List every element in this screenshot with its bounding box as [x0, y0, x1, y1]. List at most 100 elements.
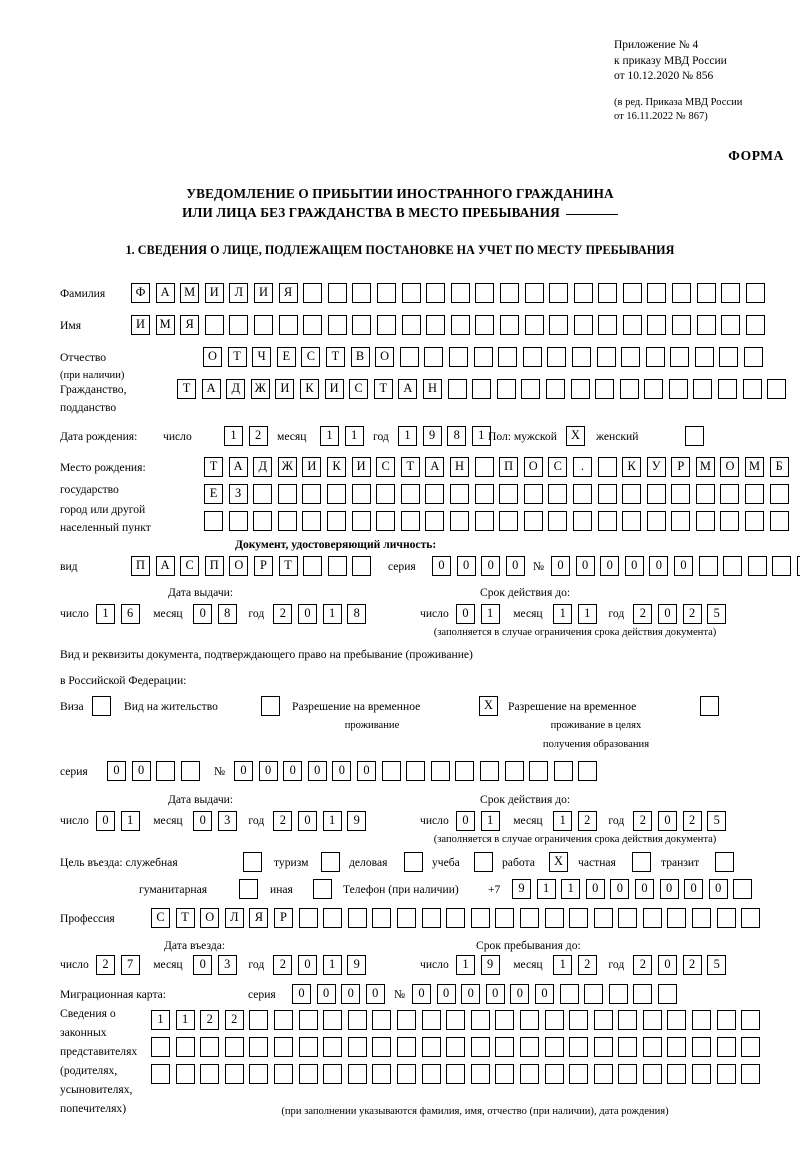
- char-cell[interactable]: С: [548, 457, 568, 477]
- char-cell[interactable]: Ф: [131, 283, 150, 303]
- char-cell[interactable]: [327, 315, 347, 335]
- char-cell[interactable]: 0: [234, 761, 253, 781]
- char-cell[interactable]: [657, 984, 677, 1004]
- char-cell[interactable]: 1: [224, 426, 243, 446]
- char-cell[interactable]: [571, 347, 591, 367]
- char-cell[interactable]: 0: [356, 761, 376, 781]
- char-cell[interactable]: [622, 315, 642, 335]
- char-cell[interactable]: [544, 1037, 564, 1057]
- char-cell[interactable]: К: [299, 379, 319, 399]
- char-cell[interactable]: [769, 511, 789, 531]
- char-cell[interactable]: [644, 379, 664, 399]
- char-cell[interactable]: З: [228, 484, 248, 504]
- char-cell[interactable]: [618, 908, 638, 928]
- char-cell[interactable]: 0: [657, 955, 677, 975]
- char-cell[interactable]: А: [398, 379, 418, 399]
- char-cell[interactable]: 8: [217, 604, 237, 624]
- char-cell[interactable]: Н: [422, 379, 442, 399]
- char-cell[interactable]: [249, 1064, 269, 1084]
- sex-male-checkbox[interactable]: X: [566, 426, 585, 446]
- char-cell[interactable]: 0: [292, 984, 311, 1004]
- char-cell[interactable]: [622, 283, 642, 303]
- char-cell[interactable]: [796, 556, 800, 576]
- char-cell[interactable]: М: [155, 315, 175, 335]
- legal-rep-row-3[interactable]: [151, 1064, 761, 1084]
- char-cell[interactable]: [667, 1037, 687, 1057]
- char-cell[interactable]: [479, 761, 499, 781]
- char-cell[interactable]: [573, 283, 593, 303]
- char-cell[interactable]: [204, 315, 224, 335]
- char-cell[interactable]: Н: [449, 457, 469, 477]
- char-cell[interactable]: 1: [553, 811, 573, 831]
- char-cell[interactable]: Л: [229, 283, 249, 303]
- char-cell[interactable]: 9: [480, 955, 500, 975]
- char-cell[interactable]: Р: [671, 457, 691, 477]
- char-cell[interactable]: О: [200, 908, 220, 928]
- char-cell[interactable]: [277, 511, 297, 531]
- char-cell[interactable]: 0: [673, 556, 693, 576]
- char-cell[interactable]: [446, 1064, 466, 1084]
- char-cell[interactable]: [597, 457, 617, 477]
- char-cell[interactable]: [529, 761, 549, 781]
- char-cell[interactable]: 2: [682, 604, 702, 624]
- char-cell[interactable]: [646, 484, 666, 504]
- char-cell[interactable]: [151, 1064, 170, 1084]
- char-cell[interactable]: [692, 908, 712, 928]
- char-cell[interactable]: [302, 511, 322, 531]
- char-cell[interactable]: Ч: [252, 347, 272, 367]
- char-cell[interactable]: [273, 1037, 293, 1057]
- char-cell[interactable]: 2: [96, 955, 115, 975]
- char-cell[interactable]: 1: [456, 955, 475, 975]
- char-cell[interactable]: [323, 1064, 343, 1084]
- char-cell[interactable]: 0: [624, 556, 644, 576]
- char-cell[interactable]: [698, 556, 718, 576]
- char-cell[interactable]: [524, 315, 544, 335]
- char-cell[interactable]: [504, 761, 524, 781]
- purpose-official-checkbox[interactable]: [243, 852, 262, 872]
- char-cell[interactable]: [455, 761, 475, 781]
- char-cell[interactable]: [448, 347, 468, 367]
- visa-checkbox[interactable]: [92, 696, 111, 716]
- char-cell[interactable]: 0: [684, 879, 704, 899]
- char-cell[interactable]: [496, 379, 516, 399]
- char-cell[interactable]: С: [301, 347, 321, 367]
- char-cell[interactable]: [499, 283, 519, 303]
- char-cell[interactable]: [401, 315, 421, 335]
- char-cell[interactable]: 0: [341, 984, 361, 1004]
- char-cell[interactable]: [470, 908, 490, 928]
- char-cell[interactable]: [446, 1010, 466, 1030]
- char-cell[interactable]: 0: [610, 879, 630, 899]
- char-cell[interactable]: [694, 347, 714, 367]
- char-cell[interactable]: 3: [217, 955, 237, 975]
- char-cell[interactable]: У: [646, 457, 666, 477]
- char-cell[interactable]: 0: [297, 811, 317, 831]
- char-cell[interactable]: П: [499, 457, 519, 477]
- char-cell[interactable]: [547, 347, 567, 367]
- char-cell[interactable]: [253, 484, 273, 504]
- char-cell[interactable]: [249, 1037, 269, 1057]
- char-cell[interactable]: [695, 511, 715, 531]
- char-cell[interactable]: [618, 1010, 638, 1030]
- char-cell[interactable]: [692, 1010, 712, 1030]
- char-cell[interactable]: 0: [297, 955, 317, 975]
- char-cell[interactable]: [372, 1064, 392, 1084]
- char-cell[interactable]: [569, 1010, 589, 1030]
- char-cell[interactable]: М: [695, 457, 715, 477]
- char-cell[interactable]: [200, 1037, 220, 1057]
- char-cell[interactable]: 0: [307, 761, 327, 781]
- char-cell[interactable]: [421, 1064, 441, 1084]
- char-cell[interactable]: 1: [398, 426, 417, 446]
- char-cell[interactable]: [767, 379, 787, 399]
- char-cell[interactable]: 2: [633, 811, 653, 831]
- char-cell[interactable]: [253, 511, 273, 531]
- char-cell[interactable]: [569, 908, 589, 928]
